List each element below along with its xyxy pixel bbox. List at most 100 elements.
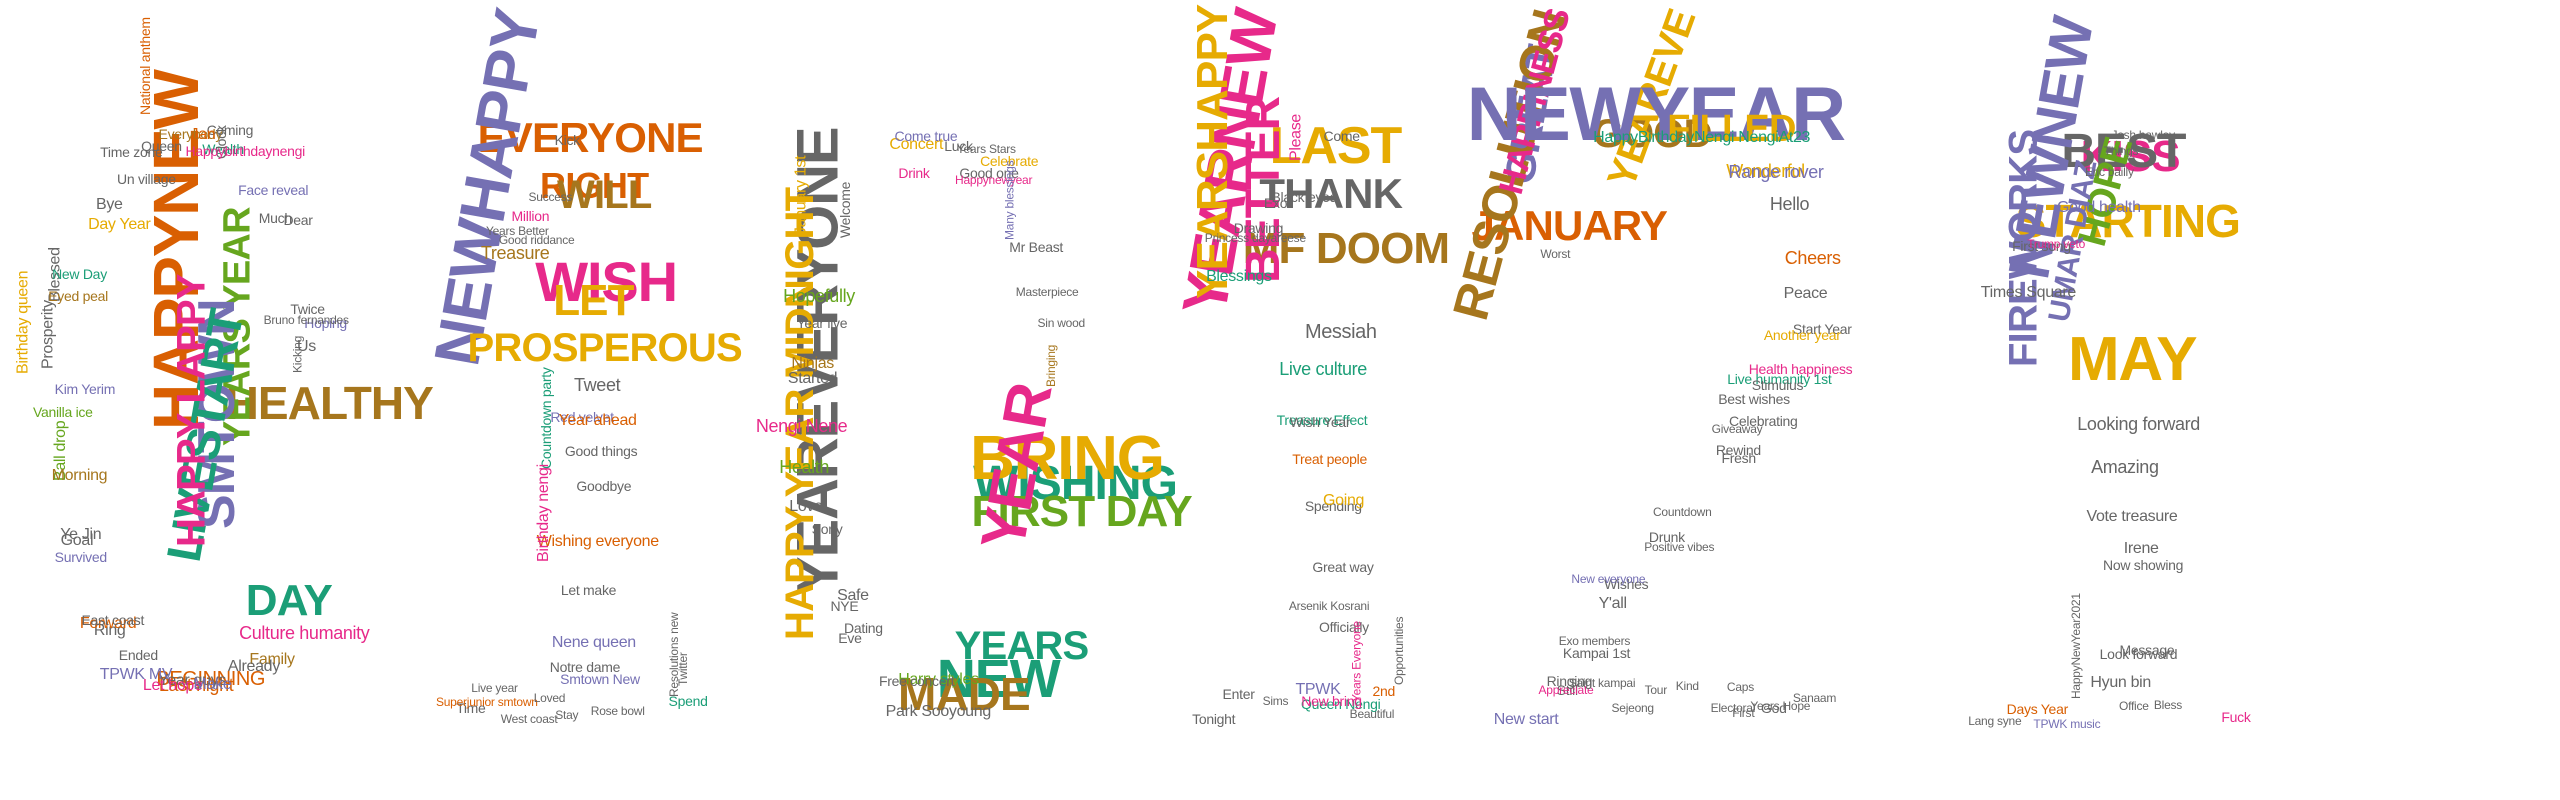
cloud-word: Cheers (1784, 247, 1841, 268)
cloud-word: Wish Year (1289, 413, 1351, 430)
cloud-word: Sejeong (1611, 700, 1655, 715)
cloud-word: Ye Jin (60, 525, 102, 543)
cloud-word: Hello (1769, 193, 1810, 214)
cloud-word: TPWK (1295, 681, 1341, 699)
cloud-word: Drawing (1233, 220, 1284, 237)
cloud-word: Wishing everyone (536, 533, 659, 551)
cloud-word: Health (779, 456, 830, 477)
cloud-word: Come (1323, 128, 1361, 145)
cloud-word: JANUARY (1471, 201, 1668, 249)
cloud-word: Please (1287, 113, 1305, 161)
cloud-word: Concert (889, 135, 944, 153)
cloud-word: Fresh (1721, 449, 1756, 466)
cloud-word: Kicking (290, 335, 305, 373)
cloud-word: Let hope (142, 676, 203, 694)
cloud-word: New Day (52, 266, 107, 283)
cloud-word: National anthem (136, 17, 153, 116)
cloud-word: Trump veto (2027, 237, 2086, 252)
cloud-word: Eyed peal (48, 287, 108, 304)
cloud-word: Red velvet (550, 408, 614, 425)
cloud-word: Million (511, 208, 550, 225)
cloud-word: STARTING (2015, 194, 2241, 247)
cloud-word: Still (1556, 681, 1578, 698)
cloud-word: Drunk (1648, 528, 1685, 545)
cloud-word: Good riddance (498, 232, 575, 247)
cloud-word: Bringing (1043, 344, 1058, 387)
cloud-word: Treat people (1292, 450, 1367, 467)
cloud-word: NYE (830, 598, 859, 615)
cloud-word: Coming (206, 122, 254, 139)
cloud-word: Make (193, 675, 232, 693)
cloud-word: Caps (1726, 680, 1754, 695)
cloud-word: Bye (95, 196, 123, 214)
cloud-word: Survived (54, 549, 108, 566)
cloud-word: Superjunior smtown (435, 695, 538, 710)
cloud-word: Sony (811, 521, 843, 538)
cloud-word: Positive vibes (1644, 540, 1715, 555)
cloud-word: Tour (1644, 682, 1668, 697)
cloud-word: Day Year (88, 216, 151, 234)
word-cloud-digit-0b: WISHING BRING FIRST DAY YEAR YEAREVERYONE HAP… (756, 98, 1193, 748)
cloud-word: Culture humanity (239, 622, 370, 643)
cloud-word: Kick (554, 131, 581, 148)
cloud-word: Opportunities (1391, 616, 1406, 686)
cloud-word: 2nd (1372, 682, 1396, 699)
cloud-word: Exo (1263, 194, 1288, 211)
cloud-word: MF DOOM (1242, 223, 1450, 273)
cloud-word: Fuck (2221, 708, 2251, 725)
cloud-word: HEALTHY (225, 376, 434, 429)
cloud-word: Last night (158, 674, 234, 695)
cloud-word: New everyone (1571, 572, 1646, 587)
cloud-word: Smtown New (560, 671, 640, 688)
cloud-word: Harry styles (898, 670, 979, 688)
cloud-word: Kind (1675, 678, 1699, 693)
cloud-word: Amazing (2091, 457, 2159, 478)
cloud-word: Birthday nengi (534, 464, 552, 563)
cloud-word: HAPPY LAPPY (169, 274, 214, 548)
cloud-word: Nengi Nene (755, 416, 848, 437)
cloud-word: Wonderful (1726, 161, 1805, 182)
cloud-word: KISS (2080, 131, 2181, 181)
cloud-word: Kim Yerim (54, 380, 116, 397)
cloud-word: First song (2012, 237, 2071, 254)
cloud-word: Love (789, 497, 823, 515)
cloud-word: Countdown party (538, 367, 555, 469)
word-cloud-digit-1c: KISS BEST STARTING HOPE NEWNEW UMAR DIAZ FIREW… (1968, 12, 2265, 740)
cloud-word: Best wishes (1718, 391, 1790, 408)
cloud-word: LAST (1269, 117, 1403, 176)
cloud-word: Giveaway (1711, 422, 1763, 437)
cloud-word: Rose bowl (590, 703, 645, 718)
cloud-word: Ended (118, 646, 158, 663)
cloud-word: Josh hawley (2111, 128, 2175, 143)
cloud-word: Live year (471, 681, 518, 696)
cloud-word: January 1st (792, 156, 810, 236)
cloud-word: Live humanity 1st (1727, 371, 1832, 388)
cloud-word: Spending (1304, 497, 1362, 514)
cloud-word: Saint kampai (1568, 676, 1636, 691)
cloud-word: MAY (2067, 324, 2198, 394)
cloud-word: Eve (838, 630, 862, 647)
cloud-word: Lang syne (1968, 714, 2022, 729)
word-cloud-digit-0: HEALTHY HAPPYNEW YEARS YEAR SMTOWN LIVESTART… (14, 18, 434, 748)
cloud-word: HappyNewYear2021 (2069, 593, 2084, 699)
cloud-word: Family (249, 651, 295, 669)
word-cloud-digit-1b: LAST THANK YEARNEW YEARSHAPPY MF DOOM BETTER M… (1169, 4, 1470, 742)
cloud-word: Countdown (1652, 504, 1712, 519)
cloud-word: Kampai 1st (1562, 644, 1631, 661)
cloud-word: Free concert (879, 672, 955, 689)
cloud-word: HappyBirthdayNengi NengiAt23 (1593, 129, 1811, 147)
cloud-word: Treasure Effect (1276, 411, 1368, 428)
cloud-word: Going (1323, 491, 1365, 509)
cloud-word: EVERYONE (477, 113, 704, 161)
cloud-word: WISHING (973, 456, 1178, 510)
cloud-word: DAY (245, 576, 333, 626)
cloud-word: BRING (970, 423, 1165, 493)
cloud-word: Park Sooyoung (885, 703, 992, 721)
cloud-word: RIGHT (540, 164, 649, 206)
cloud-word: Drink (898, 165, 930, 182)
cloud-word: Notre dame (549, 658, 621, 675)
cloud-word: Stay (555, 707, 579, 722)
cloud-word: FILLED (1667, 107, 1796, 150)
cloud-word: Message (2119, 642, 2175, 659)
cloud-word: Loved (533, 690, 566, 705)
